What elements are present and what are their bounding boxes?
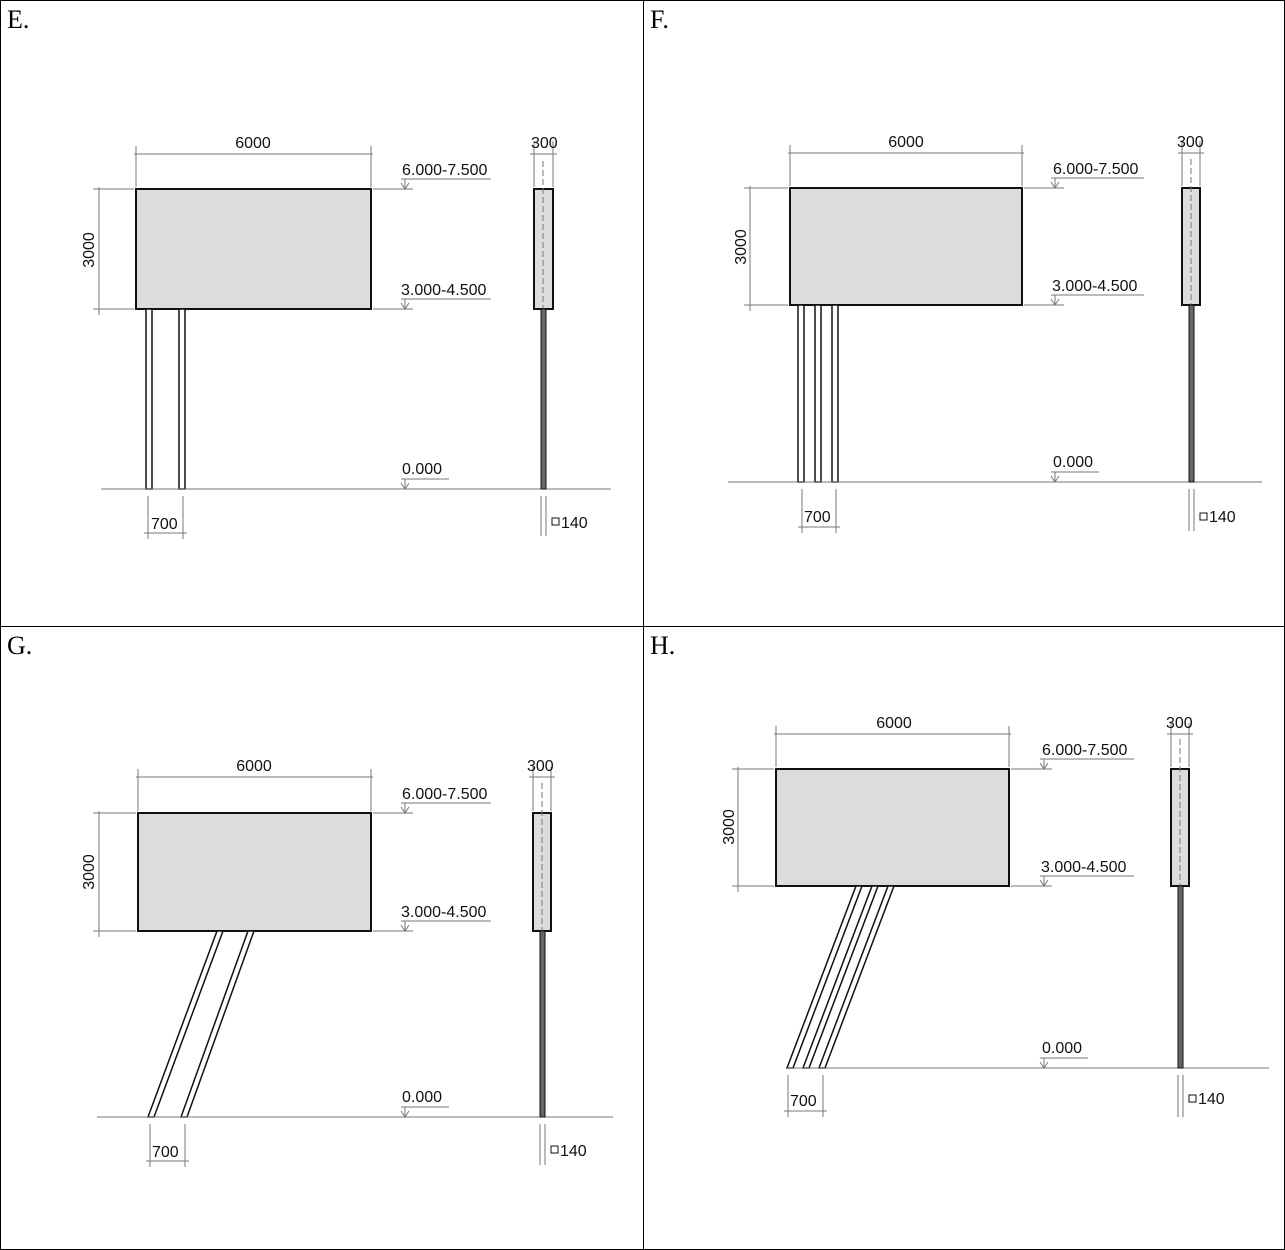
spacing-dim-label: 700 bbox=[152, 1144, 179, 1161]
width-dim-label: 6000 bbox=[235, 135, 271, 152]
height-dim-label: 3000 bbox=[81, 232, 98, 268]
side-view-post bbox=[540, 308, 547, 490]
panel-h-drawing: 6000 3000 6.000-7.500 3.000-4.500 bbox=[721, 715, 1269, 1117]
post-size-dimension bbox=[1177, 1075, 1197, 1117]
depth-dimension bbox=[529, 767, 555, 811]
level-marker-top bbox=[373, 802, 491, 814]
level-marker-top bbox=[373, 178, 491, 190]
post-size-dimension bbox=[1188, 489, 1208, 531]
width-dimension bbox=[134, 146, 373, 187]
billboard-face bbox=[775, 768, 1010, 887]
ground-level-label: 0.000 bbox=[402, 461, 442, 478]
height-dim-label: 3000 bbox=[81, 854, 98, 890]
bottom-level-label: 3.000-4.500 bbox=[1041, 859, 1127, 876]
bottom-level-label: 3.000-4.500 bbox=[401, 904, 487, 921]
support-posts bbox=[797, 304, 839, 483]
panel-e-drawing: 6000 3000 6.000-7.500 3.000 bbox=[81, 135, 611, 539]
side-view-post bbox=[1177, 885, 1184, 1069]
depth-dimension bbox=[530, 141, 557, 187]
level-marker-bottom bbox=[373, 298, 491, 310]
depth-dim-label: 300 bbox=[527, 758, 554, 775]
level-marker-top bbox=[1024, 177, 1144, 189]
spacing-dimension bbox=[146, 1124, 189, 1167]
level-marker-bottom bbox=[1024, 294, 1144, 306]
post-size-label: 140 bbox=[561, 515, 588, 532]
spacing-dim-label: 700 bbox=[151, 516, 178, 533]
post-size-label: 140 bbox=[560, 1143, 587, 1160]
width-dim-label: 6000 bbox=[888, 134, 924, 151]
panel-label: F. bbox=[650, 5, 669, 34]
top-level-label: 6.000-7.500 bbox=[1042, 742, 1128, 759]
post-size-label: 140 bbox=[1198, 1091, 1225, 1108]
level-marker-ground bbox=[400, 1106, 449, 1118]
level-marker-ground bbox=[1050, 471, 1099, 483]
panel-f: F. 6000 3000 6.000-7.500 bbox=[643, 0, 1285, 626]
spacing-dim-label: 700 bbox=[790, 1093, 817, 1110]
post-size-dimension bbox=[539, 1124, 559, 1165]
depth-dimension bbox=[1178, 141, 1204, 186]
width-dim-label: 6000 bbox=[236, 758, 272, 775]
post-size-label: 140 bbox=[1209, 509, 1236, 526]
bottom-level-label: 3.000-4.500 bbox=[1052, 278, 1138, 295]
top-level-label: 6.000-7.500 bbox=[1053, 161, 1139, 178]
spacing-dim-label: 700 bbox=[804, 509, 831, 526]
depth-dim-label: 300 bbox=[1177, 134, 1204, 151]
side-view-post bbox=[1188, 304, 1195, 483]
support-posts bbox=[145, 308, 186, 490]
height-dim-label: 3000 bbox=[733, 229, 750, 265]
ground-level-label: 0.000 bbox=[402, 1089, 442, 1106]
billboard-face bbox=[137, 812, 372, 932]
spacing-dimension bbox=[784, 1075, 827, 1117]
level-marker-bottom bbox=[1011, 875, 1134, 887]
height-dim-label: 3000 bbox=[721, 809, 738, 845]
level-marker-ground bbox=[400, 478, 449, 490]
billboard-face bbox=[789, 187, 1023, 306]
spacing-dimension bbox=[144, 496, 187, 539]
width-dim-label: 6000 bbox=[876, 715, 912, 732]
depth-dimension bbox=[1167, 723, 1193, 767]
top-level-label: 6.000-7.500 bbox=[402, 162, 488, 179]
panel-label: E. bbox=[7, 5, 30, 34]
width-dimension bbox=[136, 769, 373, 811]
width-dimension bbox=[774, 726, 1011, 767]
width-dimension bbox=[788, 145, 1024, 186]
level-marker-bottom bbox=[373, 920, 491, 932]
height-dimension bbox=[744, 186, 788, 311]
support-posts bbox=[146, 930, 256, 1118]
height-dimension bbox=[93, 811, 136, 937]
depth-dim-label: 300 bbox=[1166, 715, 1193, 732]
level-marker-top bbox=[1011, 758, 1134, 770]
depth-dim-label: 300 bbox=[531, 135, 558, 152]
panel-g-drawing: 6000 3000 6.000-7.500 3.000-4.500 bbox=[81, 758, 613, 1167]
bottom-level-label: 3.000-4.500 bbox=[401, 282, 487, 299]
panel-h: H. 6000 3000 6.000-7.500 bbox=[643, 626, 1285, 1250]
panel-g: G. 6000 3000 6.000-7.500 bbox=[0, 626, 643, 1250]
panel-label: G. bbox=[7, 631, 33, 660]
spacing-dimension bbox=[798, 489, 840, 533]
level-marker-ground bbox=[1039, 1057, 1088, 1069]
panel-label: H. bbox=[650, 631, 676, 660]
post-size-dimension bbox=[540, 496, 560, 536]
panel-e: E. 6000 3000 bbox=[0, 0, 643, 626]
ground-level-label: 0.000 bbox=[1053, 454, 1093, 471]
top-level-label: 6.000-7.500 bbox=[402, 786, 488, 803]
billboard-face bbox=[135, 188, 372, 310]
height-dimension bbox=[732, 767, 774, 892]
height-dimension bbox=[93, 187, 134, 315]
support-posts bbox=[785, 885, 896, 1069]
panel-f-drawing: 6000 3000 6.000-7.500 3.000-4.500 bbox=[728, 134, 1262, 533]
side-view-post bbox=[539, 930, 546, 1118]
ground-level-label: 0.000 bbox=[1042, 1040, 1082, 1057]
